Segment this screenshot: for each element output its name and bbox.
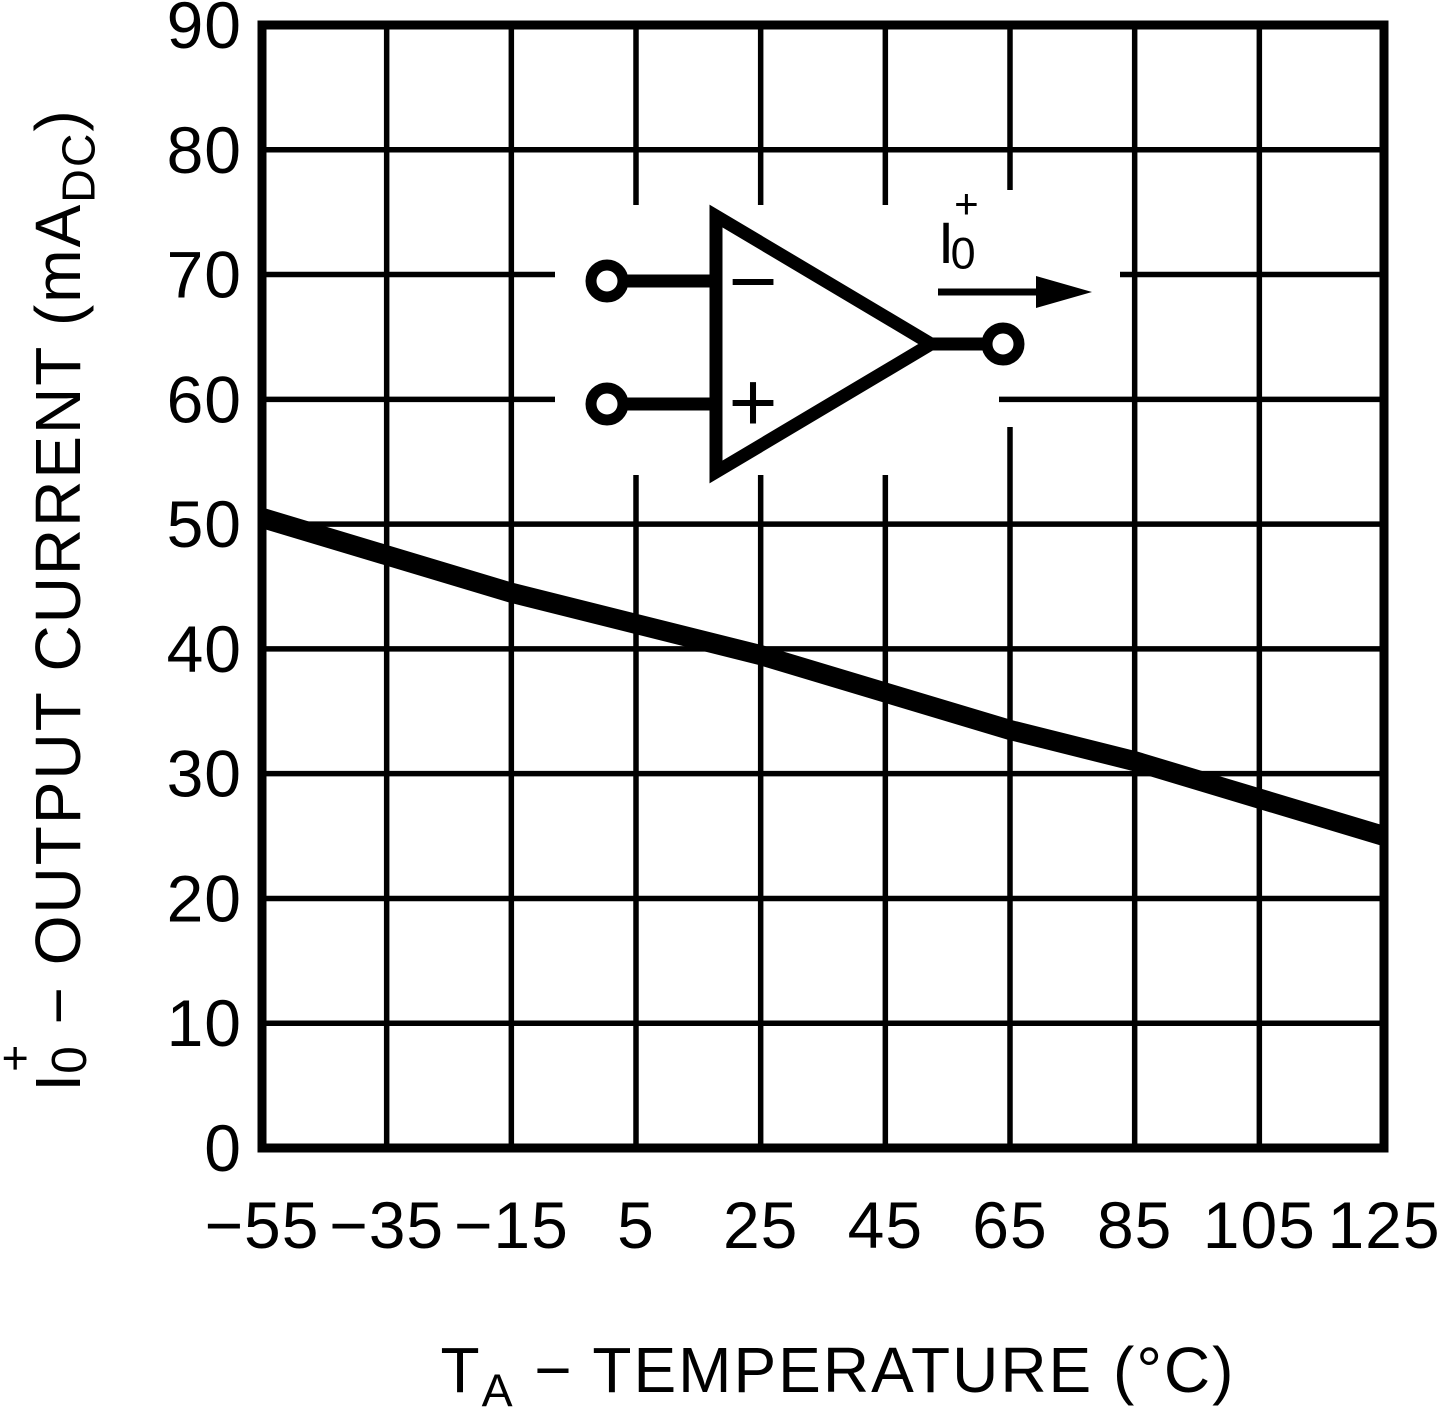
x-tick-label: 25 xyxy=(723,1188,798,1262)
grid xyxy=(259,22,1387,1151)
output-current-label: I+ 0 xyxy=(938,180,979,279)
x-tick-label: 5 xyxy=(617,1188,655,1262)
y-tick-label: 90 xyxy=(167,0,242,62)
opamp-triangle xyxy=(709,204,944,484)
y-tick-label: 50 xyxy=(167,487,242,561)
x-axis-title: TA − TEMPERATURE (°C) xyxy=(441,1334,1236,1416)
y-tick-label: 60 xyxy=(167,362,242,436)
x-tick-label: 85 xyxy=(1097,1188,1172,1262)
y-tick-label: 80 xyxy=(167,113,242,187)
y-tick-label: 30 xyxy=(167,737,242,811)
y-tick-label: 0 xyxy=(204,1111,242,1185)
x-tick-label: 105 xyxy=(1203,1188,1316,1262)
y-tick-label: 70 xyxy=(167,238,242,312)
y-axis-tick-labels: 90 80 70 60 50 40 30 20 10 0 xyxy=(167,0,242,1185)
opamp-output-terminal xyxy=(981,322,1025,366)
data-line xyxy=(262,508,1384,846)
x-axis-tick-labels: −55 −35 −15 5 25 45 65 85 105 125 xyxy=(205,1188,1437,1262)
x-tick-label: −55 xyxy=(205,1188,320,1262)
y-tick-label: 10 xyxy=(167,986,242,1060)
y-axis-title: I+0 − OUTPUT CURRENT (mADC) xyxy=(0,108,104,1091)
x-tick-label: 125 xyxy=(1327,1188,1437,1262)
x-tick-label: −15 xyxy=(454,1188,569,1262)
plot-border xyxy=(257,20,1389,1153)
opamp-inverting-input-terminal xyxy=(585,259,629,303)
opamp-noninverting-input-terminal xyxy=(585,382,629,426)
x-tick-label: 45 xyxy=(848,1188,923,1262)
output-current-arrowhead xyxy=(1036,276,1092,308)
noninverting-input-symbol: + xyxy=(728,355,777,449)
y-tick-label: 40 xyxy=(167,612,242,686)
inverting-input-symbol: − xyxy=(728,234,777,328)
opamp-inset: − + I+ 0 xyxy=(585,180,1092,484)
y-tick-label: 20 xyxy=(167,861,242,935)
x-tick-label: 65 xyxy=(972,1188,1047,1262)
x-tick-label: −35 xyxy=(329,1188,444,1262)
